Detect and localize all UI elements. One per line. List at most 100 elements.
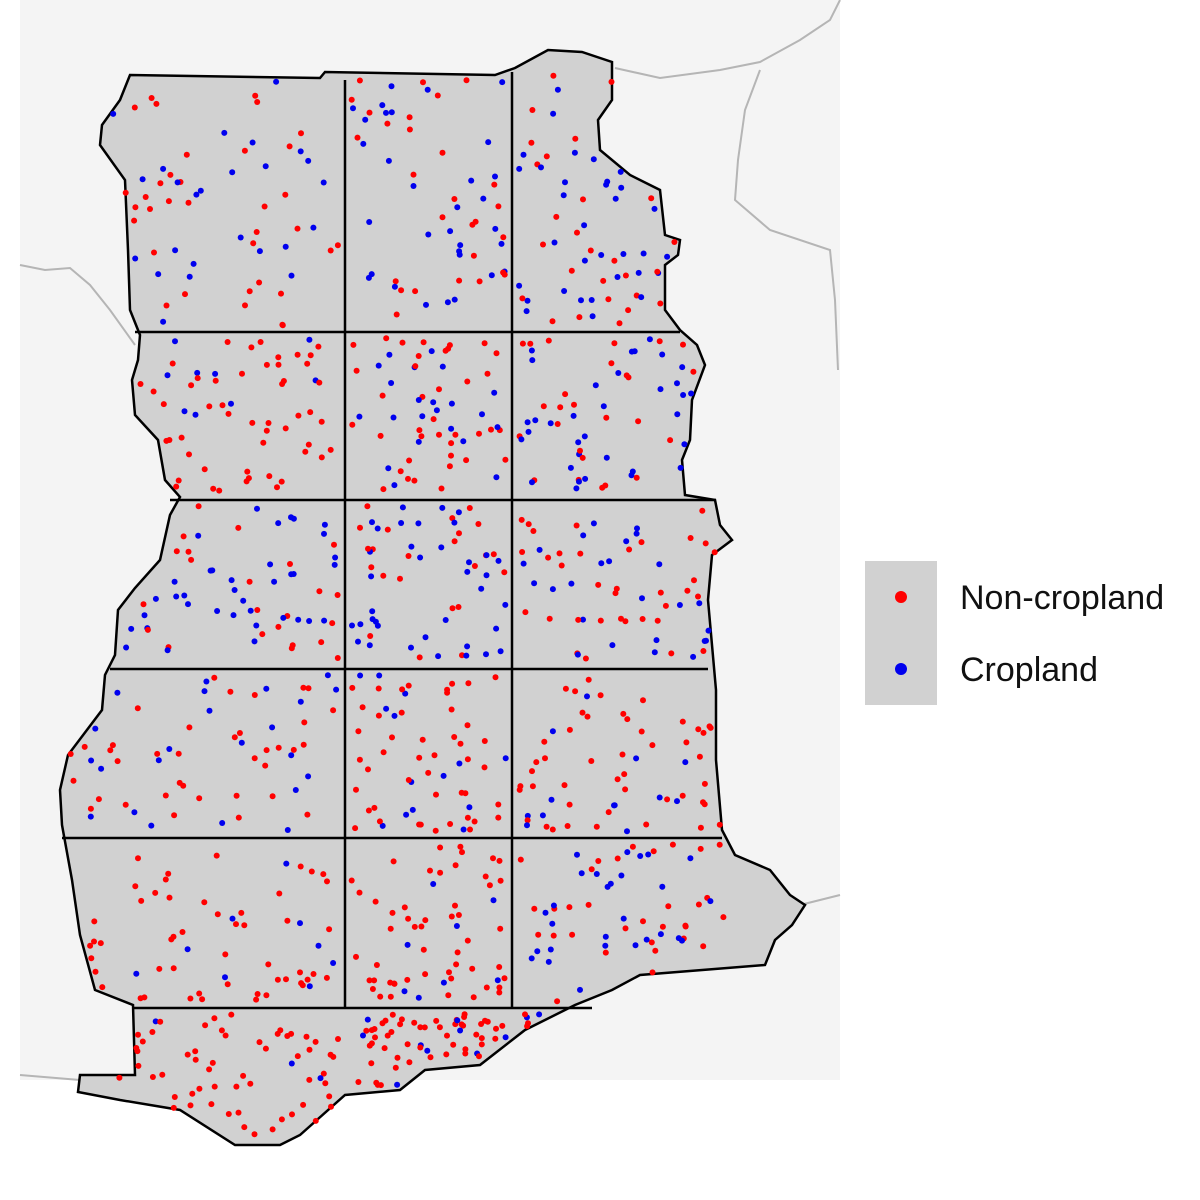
cropland-point: [478, 585, 485, 592]
cropland-point: [542, 909, 549, 916]
noncropland-point: [375, 712, 382, 719]
noncropland-point: [550, 72, 557, 79]
noncropland-point: [216, 487, 223, 494]
noncropland-point: [466, 505, 473, 511]
noncropland-point: [614, 776, 621, 783]
noncropland-point: [328, 1103, 334, 1110]
noncropland-point: [464, 814, 471, 821]
noncropland-point: [133, 1045, 140, 1051]
noncropland-point: [420, 339, 427, 346]
noncropland-point: [212, 377, 219, 384]
noncropland-point: [135, 855, 141, 862]
noncropland-point: [625, 307, 632, 314]
noncropland-point: [263, 747, 270, 754]
cropland-point: [415, 397, 422, 403]
noncropland-point: [691, 577, 697, 584]
cropland-point: [560, 192, 567, 199]
cropland-point: [578, 297, 584, 304]
cropland-point: [306, 336, 313, 343]
noncropland-point: [324, 878, 330, 885]
noncropland-point: [568, 267, 575, 274]
noncropland-point: [434, 92, 441, 99]
noncropland-point: [449, 680, 456, 687]
noncropland-point: [445, 345, 452, 352]
cropland-point: [483, 572, 490, 579]
noncropland-point: [307, 352, 314, 359]
noncropland-point: [330, 707, 337, 714]
noncropland-point: [305, 685, 312, 692]
cropland-point: [404, 941, 411, 948]
noncropland-point: [235, 524, 242, 531]
noncropland-point: [393, 311, 400, 318]
noncropland-point: [287, 561, 293, 567]
cropland-point: [456, 251, 463, 258]
noncropland-point: [541, 738, 548, 745]
noncropland-point: [269, 1126, 276, 1133]
cropland-point: [403, 811, 410, 818]
cropland-point: [451, 296, 458, 303]
cropland-point: [288, 514, 294, 521]
noncropland-point: [307, 409, 314, 416]
noncropland-point: [459, 652, 465, 659]
noncropland-point: [390, 858, 397, 865]
noncropland-point: [369, 986, 376, 992]
noncropland-point: [399, 339, 406, 346]
noncropland-point: [649, 742, 656, 749]
noncropland-point: [188, 556, 195, 563]
noncropland-point: [519, 549, 526, 555]
noncropland-point: [399, 686, 406, 693]
noncropland-point: [580, 196, 586, 203]
noncropland-point: [116, 1074, 123, 1081]
cropland-point: [350, 105, 356, 112]
noncropland-point: [241, 1124, 248, 1131]
noncropland-point: [656, 338, 663, 345]
cropland-point: [114, 689, 121, 696]
noncropland-point: [294, 351, 301, 358]
cropland-point: [575, 439, 582, 446]
cropland-point: [529, 479, 535, 486]
noncropland-point: [153, 100, 160, 107]
noncropland-point: [327, 446, 334, 453]
noncropland-point: [635, 418, 642, 425]
cropland-point: [132, 255, 139, 262]
cropland-point: [425, 231, 432, 238]
cropland-point: [369, 519, 375, 526]
noncropland-point: [492, 1035, 499, 1042]
noncropland-point: [530, 528, 537, 534]
noncropland-point: [275, 744, 282, 751]
noncropland-point: [449, 515, 456, 522]
noncropland-point: [233, 921, 239, 928]
cropland-point: [657, 386, 664, 393]
cropland-point: [524, 419, 531, 426]
cropland-point: [315, 942, 322, 949]
noncropland-point: [149, 1074, 156, 1080]
noncropland-point: [529, 768, 535, 775]
noncropland-point: [405, 915, 412, 922]
noncropland-point: [92, 968, 99, 975]
cropland-point: [288, 1060, 295, 1067]
noncropland-point: [412, 288, 419, 295]
cropland-point: [479, 411, 485, 418]
cropland-point: [402, 690, 409, 697]
noncropland-point: [472, 218, 479, 225]
cropland-point: [275, 520, 282, 527]
noncropland-point: [252, 92, 259, 99]
cropland-point: [447, 228, 454, 235]
cropland-point: [524, 812, 531, 819]
cropland-point: [356, 413, 363, 420]
noncropland-point: [622, 272, 629, 279]
noncropland-point: [138, 897, 145, 904]
noncropland-point: [210, 485, 217, 492]
noncropland-point: [278, 478, 285, 485]
noncropland-point: [501, 975, 508, 982]
cropland-point: [703, 637, 709, 644]
noncropland-point: [377, 432, 384, 439]
noncropland-point: [579, 454, 586, 461]
noncropland-point: [213, 852, 220, 859]
noncropland-point: [397, 1021, 404, 1028]
cropland-point: [528, 347, 535, 354]
cropland-point: [374, 525, 381, 532]
noncropland-point: [187, 1102, 194, 1109]
noncropland-point: [445, 992, 452, 999]
cropland-point: [133, 970, 140, 977]
